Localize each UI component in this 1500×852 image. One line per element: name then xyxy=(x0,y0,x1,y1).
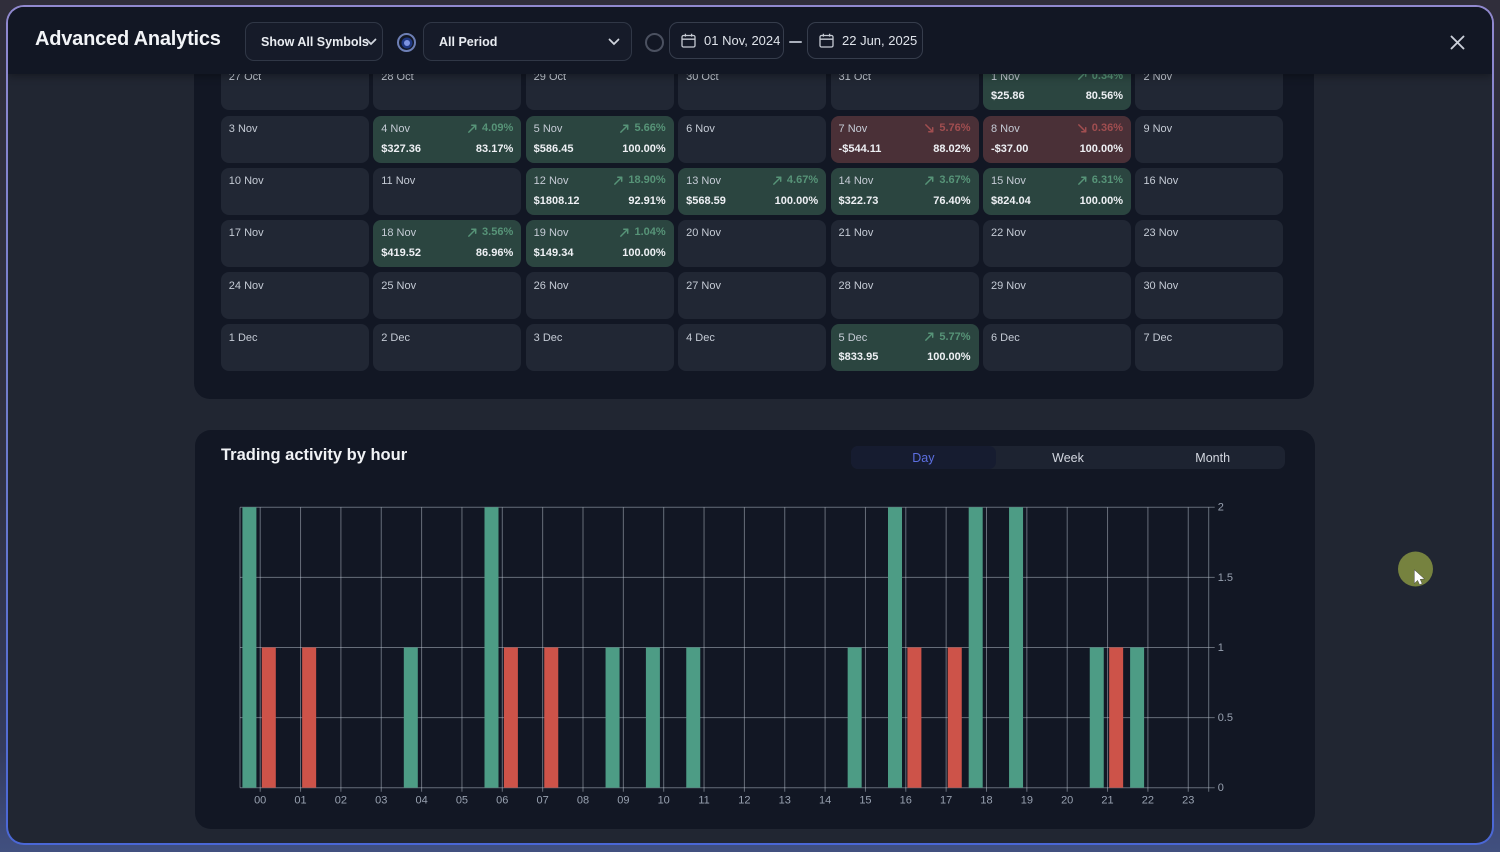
svg-text:20: 20 xyxy=(1061,795,1073,807)
svg-text:06: 06 xyxy=(496,795,508,807)
svg-text:07: 07 xyxy=(537,795,549,807)
svg-text:22: 22 xyxy=(1142,795,1154,807)
svg-text:12: 12 xyxy=(738,795,750,807)
svg-text:14: 14 xyxy=(819,795,831,807)
svg-text:08: 08 xyxy=(577,795,589,807)
svg-text:02: 02 xyxy=(335,795,347,807)
svg-text:0: 0 xyxy=(1218,782,1224,794)
svg-text:00: 00 xyxy=(254,795,266,807)
svg-text:23: 23 xyxy=(1182,795,1194,807)
svg-text:18: 18 xyxy=(980,795,992,807)
svg-text:19: 19 xyxy=(1021,795,1033,807)
svg-text:10: 10 xyxy=(658,795,670,807)
svg-text:1: 1 xyxy=(1218,642,1224,654)
svg-text:21: 21 xyxy=(1101,795,1113,807)
svg-text:17: 17 xyxy=(940,795,952,807)
svg-text:03: 03 xyxy=(375,795,387,807)
svg-text:11: 11 xyxy=(698,795,709,807)
svg-text:15: 15 xyxy=(859,795,871,807)
svg-text:01: 01 xyxy=(294,795,306,807)
svg-text:13: 13 xyxy=(779,795,791,807)
svg-text:1.5: 1.5 xyxy=(1218,572,1233,584)
svg-text:2: 2 xyxy=(1218,502,1224,514)
svg-text:05: 05 xyxy=(456,795,468,807)
svg-text:0.5: 0.5 xyxy=(1218,712,1233,724)
svg-text:04: 04 xyxy=(415,795,427,807)
svg-text:16: 16 xyxy=(900,795,912,807)
svg-text:09: 09 xyxy=(617,795,629,807)
